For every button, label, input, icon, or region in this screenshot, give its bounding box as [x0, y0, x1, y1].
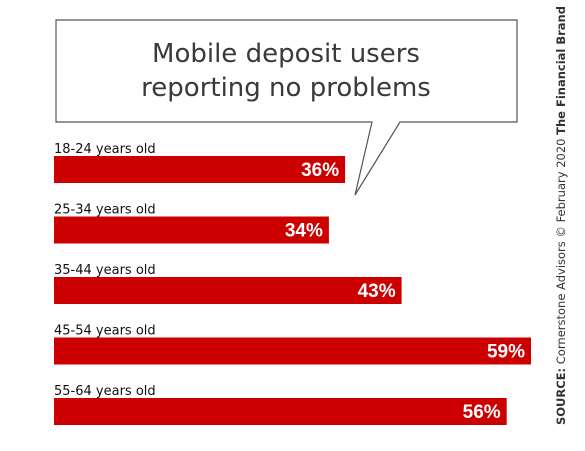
category-label: 55-64 years old: [54, 384, 156, 399]
chart-title-line-2: reporting no problems: [141, 73, 431, 103]
category-label: 18-24 years old: [54, 142, 156, 157]
category-label: 35-44 years old: [54, 263, 156, 278]
bar: [54, 277, 402, 304]
bar-value-label: 34%: [285, 221, 323, 242]
bar: [54, 398, 507, 425]
bar-value-label: 56%: [463, 402, 501, 423]
bar-value-label: 36%: [301, 160, 339, 181]
source-prefix: SOURCE:: [554, 368, 568, 425]
category-label: 25-34 years old: [54, 203, 156, 218]
title-callout: [55, 19, 518, 196]
source-note: SOURCE: Cornerstone Advisors © February …: [554, 6, 568, 425]
chart-title-line-1: Mobile deposit users: [152, 39, 420, 69]
category-label: 45-54 years old: [54, 324, 156, 339]
bar-value-label: 43%: [358, 281, 396, 302]
bars-group: 18-24 years old 36% 25-34 years old 34% 35-4…: [54, 142, 531, 425]
bar: [54, 156, 346, 183]
bar-value-label: 59%: [487, 342, 525, 363]
source-brand: The Financial Brand: [554, 6, 568, 135]
source-text: Cornerstone Advisors © February 2020: [554, 135, 568, 368]
bar: [54, 337, 531, 365]
bar: [54, 216, 329, 244]
